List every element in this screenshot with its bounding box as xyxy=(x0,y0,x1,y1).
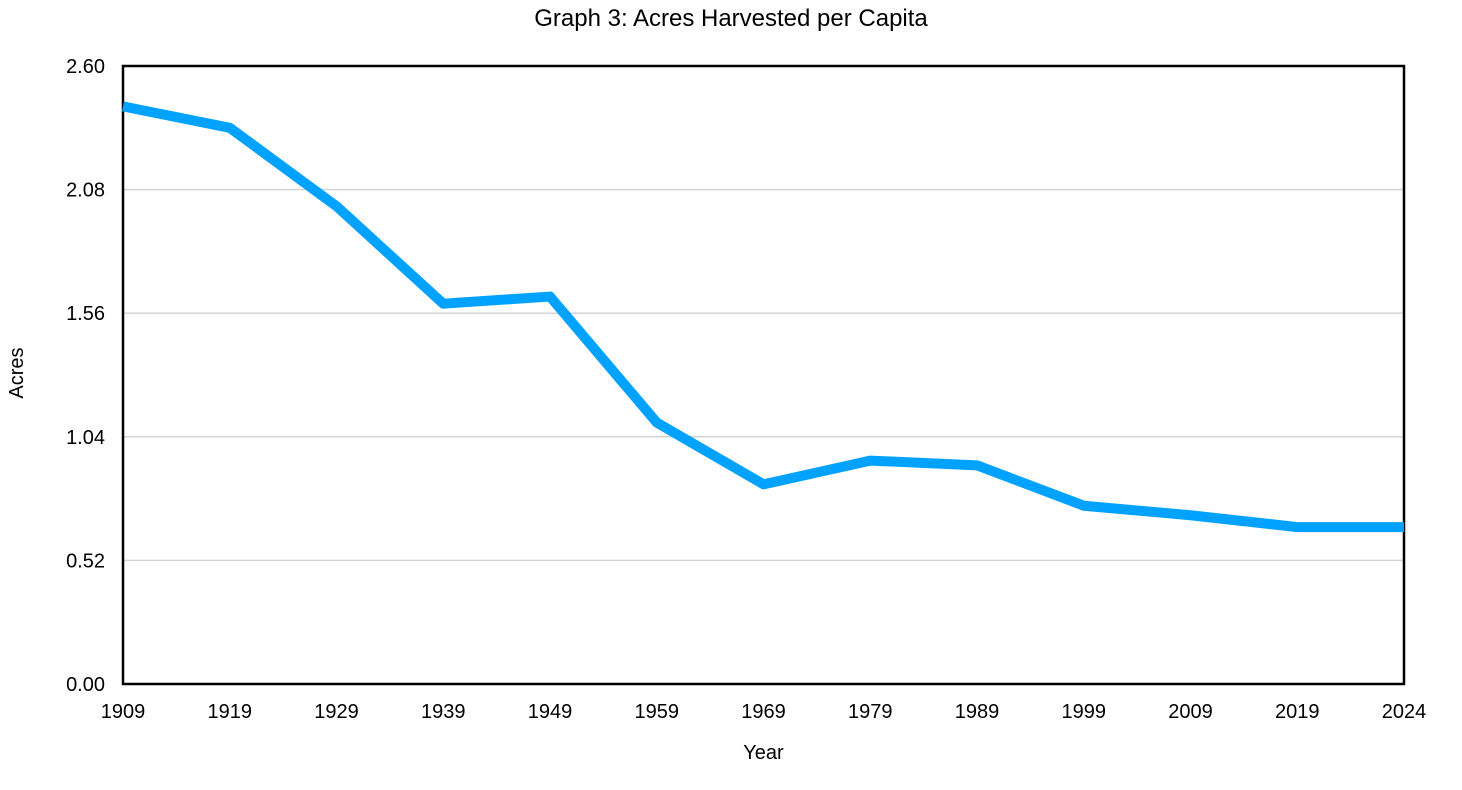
x-tick-label: 1969 xyxy=(741,701,786,723)
y-tick-label: 1.04 xyxy=(66,427,105,449)
y-tick-label: 2.08 xyxy=(66,180,105,202)
y-tick-label: 2.60 xyxy=(66,56,105,78)
x-axis-title: Year xyxy=(743,742,784,764)
y-tick-label: 1.56 xyxy=(66,303,105,325)
x-tick-label: 2024 xyxy=(1382,701,1427,723)
x-tick-label: 1959 xyxy=(635,701,680,723)
x-tick-label: 1979 xyxy=(848,701,893,723)
data-line xyxy=(122,101,1404,533)
x-tick-label: 2019 xyxy=(1275,701,1320,723)
y-tick-label: 0.52 xyxy=(66,550,105,572)
x-tick-label: 1929 xyxy=(314,701,359,723)
x-tick-label: 2009 xyxy=(1168,701,1213,723)
x-tick-label: 1909 xyxy=(101,701,146,723)
x-tick-label: 1939 xyxy=(421,701,466,723)
x-tick-label: 1999 xyxy=(1062,701,1107,723)
chart-title: Graph 3: Acres Harvested per Capita xyxy=(534,5,928,32)
plot-frame xyxy=(121,64,1406,686)
x-tick-label: 1989 xyxy=(955,701,1000,723)
x-tick-label: 1919 xyxy=(208,701,253,723)
x-tick-label: 1949 xyxy=(528,701,573,723)
y-tick-label: 0.00 xyxy=(66,674,105,696)
